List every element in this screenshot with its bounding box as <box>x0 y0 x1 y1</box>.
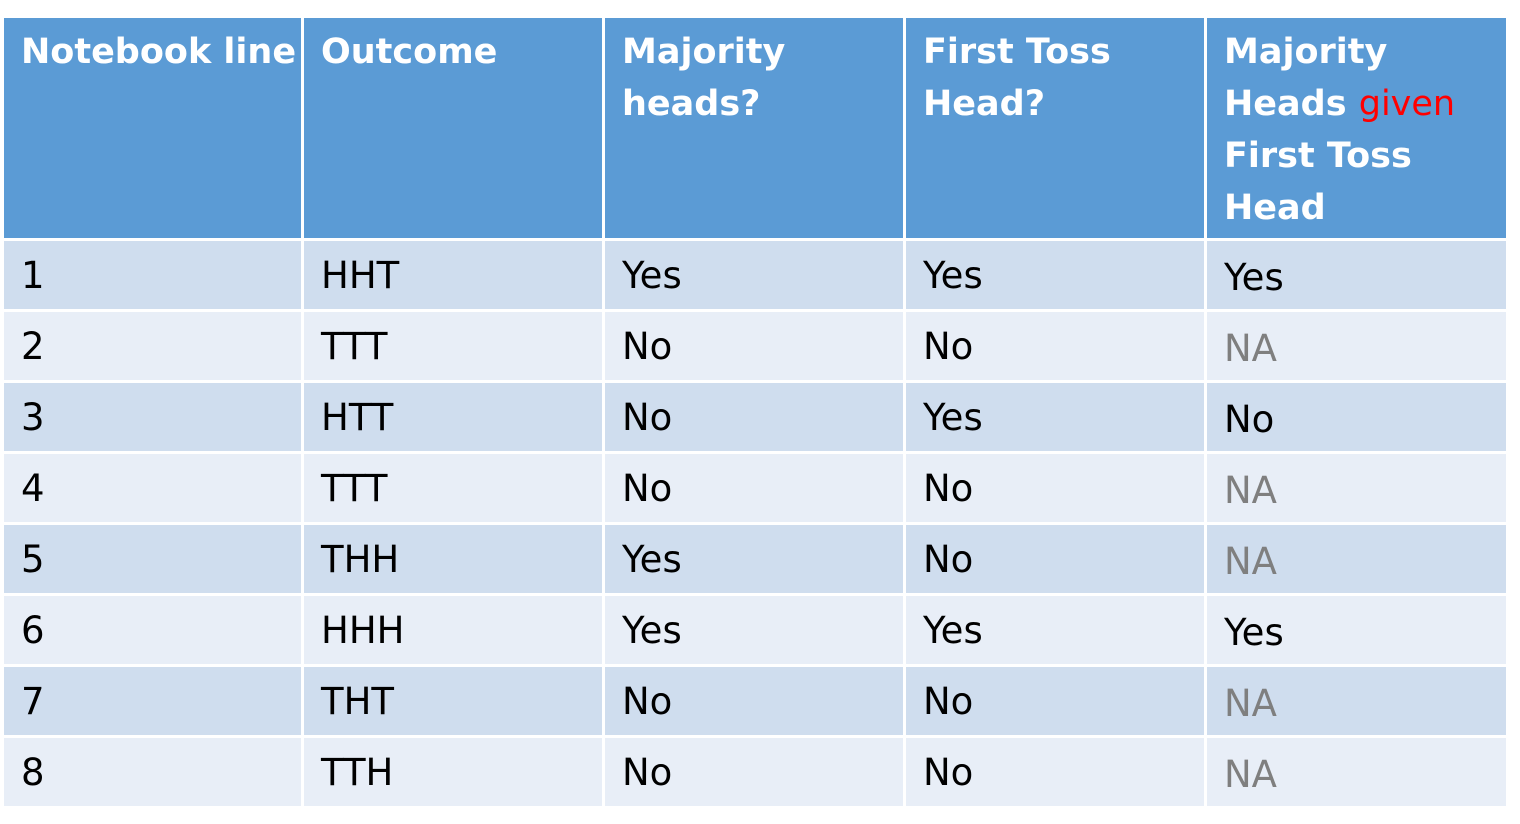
cell-majority: No <box>605 383 903 451</box>
cell-first-toss: No <box>906 525 1204 593</box>
cell-outcome: TTT <box>304 454 602 522</box>
cell-line: 5 <box>4 525 301 593</box>
header-outcome: Outcome <box>304 18 602 238</box>
cell-conditional: NA <box>1207 312 1506 380</box>
cell-outcome: HHT <box>304 241 602 309</box>
cell-conditional: No <box>1207 383 1506 451</box>
cell-first-toss: No <box>906 312 1204 380</box>
cell-line: 6 <box>4 596 301 664</box>
cell-conditional: NA <box>1207 667 1506 735</box>
cell-majority: No <box>605 312 903 380</box>
header-accent-given: given <box>1358 84 1456 124</box>
cell-first-toss: No <box>906 667 1204 735</box>
probability-table: Notebook line Outcome Majority heads? Fi… <box>4 18 1506 806</box>
cell-outcome: THT <box>304 667 602 735</box>
cell-line: 7 <box>4 667 301 735</box>
cell-conditional: Yes <box>1207 241 1506 309</box>
cell-line: 8 <box>4 738 301 806</box>
cell-first-toss: No <box>906 454 1204 522</box>
cell-majority: No <box>605 454 903 522</box>
header-text-after: First Toss Head <box>1224 136 1412 228</box>
cell-majority: No <box>605 738 903 806</box>
cell-majority: Yes <box>605 596 903 664</box>
cell-first-toss: Yes <box>906 383 1204 451</box>
cell-majority: Yes <box>605 525 903 593</box>
cell-line: 3 <box>4 383 301 451</box>
cell-outcome: HHH <box>304 596 602 664</box>
cell-outcome: HTT <box>304 383 602 451</box>
cell-outcome: TTT <box>304 312 602 380</box>
header-majority-given-first: Majority Heads given First Toss Head <box>1207 18 1506 238</box>
cell-conditional: NA <box>1207 738 1506 806</box>
cell-outcome: THH <box>304 525 602 593</box>
cell-conditional: NA <box>1207 525 1506 593</box>
cell-first-toss: Yes <box>906 241 1204 309</box>
cell-outcome: TTH <box>304 738 602 806</box>
header-majority-heads: Majority heads? <box>605 18 903 238</box>
cell-conditional: NA <box>1207 454 1506 522</box>
cell-majority: Yes <box>605 241 903 309</box>
cell-majority: No <box>605 667 903 735</box>
cell-first-toss: Yes <box>906 596 1204 664</box>
header-notebook-line: Notebook line <box>4 18 301 238</box>
header-text-before: Majority Heads <box>1224 32 1388 124</box>
cell-line: 1 <box>4 241 301 309</box>
cell-first-toss: No <box>906 738 1204 806</box>
cell-line: 2 <box>4 312 301 380</box>
cell-conditional: Yes <box>1207 596 1506 664</box>
cell-line: 4 <box>4 454 301 522</box>
header-first-toss-head: First Toss Head? <box>906 18 1204 238</box>
